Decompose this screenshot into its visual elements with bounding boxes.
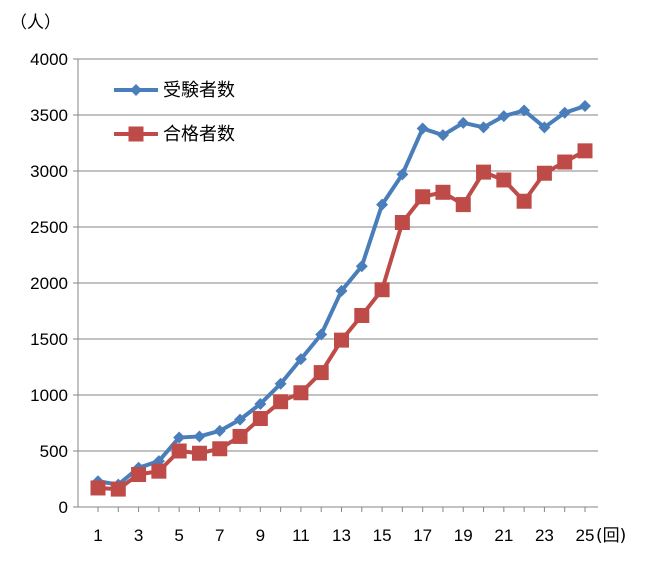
data-point bbox=[415, 189, 431, 205]
data-point bbox=[416, 122, 429, 135]
data-point bbox=[335, 284, 348, 297]
data-point bbox=[557, 154, 573, 170]
y-axis-unit-label: （人） bbox=[10, 13, 61, 33]
legend-label: 受験者数 bbox=[163, 80, 235, 101]
x-tick-label: 3 bbox=[134, 526, 143, 545]
data-point bbox=[151, 463, 167, 479]
y-tick-label: 4000 bbox=[30, 50, 68, 69]
data-point bbox=[234, 413, 247, 426]
y-tick-label: 3500 bbox=[30, 106, 68, 125]
series-2 bbox=[90, 143, 593, 497]
data-point bbox=[476, 164, 492, 180]
x-axis-unit-label: (回) bbox=[596, 526, 626, 546]
legend-item: 合格者数 bbox=[114, 124, 235, 145]
data-point bbox=[577, 143, 593, 159]
data-point bbox=[110, 481, 126, 497]
data-point bbox=[273, 394, 289, 410]
data-point bbox=[558, 106, 571, 119]
data-point bbox=[579, 100, 591, 113]
data-point bbox=[436, 129, 449, 142]
data-point bbox=[193, 430, 206, 443]
x-tick-label: 5 bbox=[174, 526, 183, 545]
data-point bbox=[173, 431, 186, 444]
data-point bbox=[171, 443, 187, 459]
x-tick-label: 15 bbox=[373, 526, 392, 545]
y-tick-label: 2500 bbox=[30, 218, 68, 237]
x-tick-label: 11 bbox=[292, 526, 310, 545]
data-point bbox=[294, 353, 307, 366]
data-point bbox=[212, 441, 228, 457]
data-point bbox=[232, 428, 248, 444]
data-point bbox=[394, 215, 410, 231]
data-point bbox=[293, 385, 309, 401]
data-point bbox=[497, 110, 510, 123]
y-tick-label: 1500 bbox=[30, 330, 68, 349]
y-tick-labels: 0 500 1000 1500 2000 2500 3000 3500 4000 bbox=[30, 50, 78, 517]
y-tick-label: 1000 bbox=[30, 386, 68, 405]
data-point bbox=[396, 168, 409, 181]
x-tick-label: 17 bbox=[413, 526, 432, 545]
data-point bbox=[254, 397, 267, 410]
data-point bbox=[131, 467, 147, 483]
data-point bbox=[90, 480, 106, 496]
x-tick-label: 19 bbox=[454, 526, 473, 545]
data-point bbox=[213, 424, 226, 437]
data-point bbox=[334, 332, 349, 348]
y-tick-label: 3000 bbox=[30, 162, 68, 181]
data-point bbox=[191, 445, 207, 461]
x-tick-label: 7 bbox=[215, 526, 224, 545]
legend-marker bbox=[128, 126, 144, 142]
x-tick-label: 13 bbox=[332, 526, 351, 545]
data-point bbox=[315, 328, 328, 341]
data-point bbox=[477, 121, 490, 134]
data-point bbox=[518, 104, 531, 117]
series-1 bbox=[92, 100, 591, 491]
legend-item: 受験者数 bbox=[114, 80, 235, 101]
x-tick-label: 1 bbox=[93, 526, 102, 545]
data-point bbox=[536, 165, 552, 181]
x-tick-label: 9 bbox=[256, 526, 265, 545]
data-point bbox=[516, 193, 532, 209]
y-tick-label: 500 bbox=[40, 442, 68, 461]
y-tick-label: 2000 bbox=[30, 274, 68, 293]
data-point bbox=[435, 184, 451, 200]
data-series bbox=[90, 100, 593, 497]
legend-marker bbox=[130, 84, 142, 96]
data-point bbox=[274, 377, 287, 390]
data-point bbox=[538, 121, 551, 134]
data-point bbox=[252, 411, 268, 427]
series-line bbox=[97, 149, 586, 492]
legend-label: 合格者数 bbox=[163, 124, 235, 145]
x-tick-labels: 1 3 5 7 9 11 13 15 17 19 21 23 25 bbox=[93, 507, 594, 545]
data-point bbox=[496, 172, 512, 188]
data-point bbox=[376, 198, 389, 211]
data-point bbox=[455, 197, 471, 213]
data-point bbox=[355, 260, 368, 273]
data-point bbox=[313, 365, 329, 381]
x-tick-label: 23 bbox=[535, 526, 554, 545]
y-tick-label: 0 bbox=[59, 498, 68, 517]
data-point bbox=[354, 307, 370, 323]
x-tick-label: 21 bbox=[494, 526, 513, 545]
grid-lines bbox=[78, 58, 598, 452]
data-point bbox=[374, 282, 390, 298]
data-point bbox=[457, 116, 470, 129]
x-tick-label: 25 bbox=[576, 526, 595, 545]
